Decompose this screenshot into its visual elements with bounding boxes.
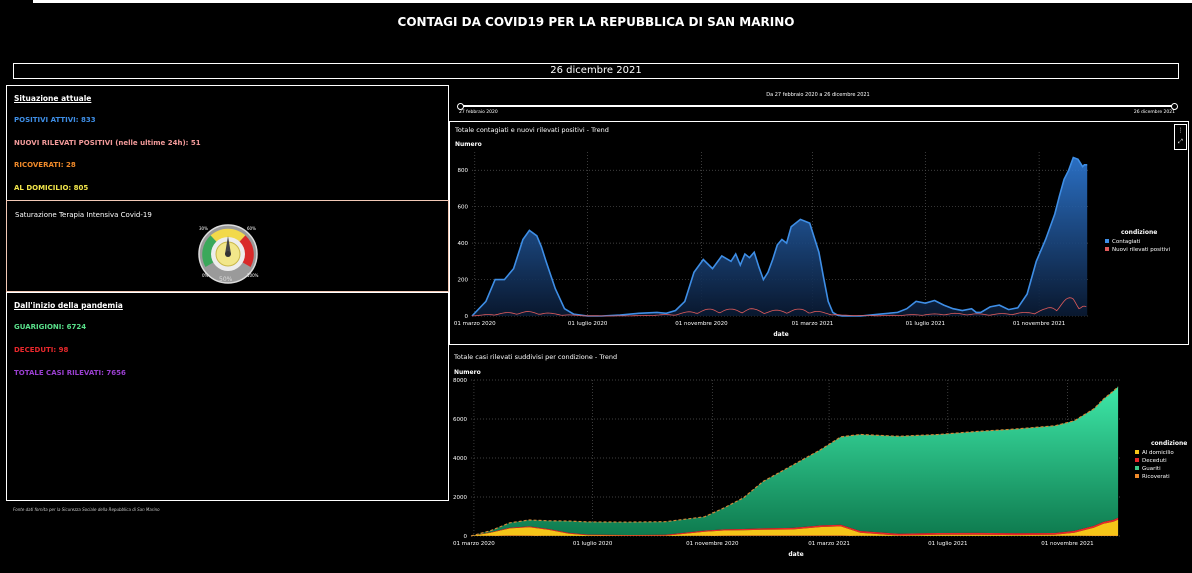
guariti-area — [471, 386, 1119, 536]
x-tick-label: 01 marzo 2020 — [453, 541, 495, 547]
range-start-handle[interactable] — [457, 103, 464, 110]
y-axis-label: Numero — [455, 141, 482, 148]
legend-label: Al domicilio — [1142, 450, 1174, 456]
legend-label-contagiati: Contagiati — [1112, 239, 1141, 245]
data-source-note: Fonte dati fornita per la Sicurezza Soci… — [13, 507, 160, 512]
legend-swatch — [1135, 458, 1139, 462]
range-end-label: 26 dicembre 2021 — [1133, 110, 1175, 115]
legend-swatch — [1135, 450, 1139, 454]
y-tick-label: 4000 — [453, 456, 467, 462]
nuovi-positivi-line — [471, 297, 1087, 317]
icu-gauge-panel: Saturazione Terapia Intensiva Covid-19 3… — [6, 200, 449, 292]
chart-title: Totale casi rilevati suddivisi per condi… — [453, 353, 617, 361]
legend-label: Ricoverati — [1142, 474, 1170, 480]
date-range-slider: Da 27 febbraio 2020 a 26 dicembre 2021 2… — [457, 92, 1178, 118]
range-start-label: 27 febbraio 2020 — [459, 110, 498, 115]
x-tick-label: 01 luglio 2020 — [568, 321, 608, 327]
chart-title: Totale contagiati e nuovi rilevati posit… — [454, 126, 609, 134]
y-tick-label: 400 — [458, 241, 469, 247]
icu-gauge — [198, 224, 258, 284]
al-domicilio-area — [471, 519, 1119, 536]
legend-label-nuovi: Nuovi rilevati positivi — [1112, 247, 1170, 253]
active-positives-stat: POSITIVI ATTIVI: 833 — [14, 116, 96, 124]
contagiati-area — [472, 157, 1088, 316]
gauge-tick-max: 100% — [247, 273, 259, 278]
chart-menu-button[interactable]: ⋮ ⤢ — [1174, 124, 1187, 150]
hospitalized-stat: RICOVERATI: 28 — [14, 161, 76, 169]
legend-swatch — [1135, 474, 1139, 478]
total-line — [470, 386, 1119, 537]
y-tick-label: 0 — [464, 534, 468, 540]
gauge-tick-min: 0% — [202, 273, 209, 278]
legend-label: Deceduti — [1142, 458, 1167, 464]
x-tick-label: 01 luglio 2021 — [906, 321, 945, 327]
condition-trend-chart: Totale casi rilevati suddivisi per condi… — [453, 353, 1187, 558]
y-tick-label: 800 — [458, 168, 469, 174]
gauge-tick-30: 30% — [199, 226, 208, 231]
since-start-panel: Dall'inizio della pandemia GUARIGIONI: 6… — [6, 292, 449, 501]
legend-title: condizione — [1121, 229, 1157, 236]
x-tick-label: 01 marzo 2020 — [454, 321, 496, 327]
top-border — [33, 0, 1192, 3]
x-tick-label: 01 novembre 2020 — [675, 321, 728, 327]
x-tick-label: 01 luglio 2021 — [928, 541, 967, 547]
gauge-tick-60: 60% — [247, 226, 256, 231]
range-track — [461, 105, 1175, 107]
legend-swatch-contagiati — [1105, 239, 1109, 243]
legend-label: Guariti — [1142, 466, 1161, 472]
new-positives-stat: NUOVI RILEVATI POSITIVI (nelle ultime 24… — [14, 139, 201, 147]
x-tick-label: 01 novembre 2020 — [686, 541, 739, 547]
x-axis-label: date — [788, 551, 803, 558]
legend-title: condizione — [1151, 440, 1187, 447]
recovered-stat: GUARIGIONI: 6724 — [14, 323, 87, 331]
chart1-container: Totale contagiati e nuovi rilevati posit… — [449, 121, 1189, 345]
gauge-value: 50% — [219, 276, 233, 283]
total-cases-stat: TOTALE CASI RILEVATI: 7656 — [14, 369, 126, 377]
y-tick-label: 6000 — [453, 417, 467, 423]
y-tick-label: 600 — [458, 205, 469, 211]
x-tick-label: 01 luglio 2020 — [573, 541, 613, 547]
contagiati-line — [471, 156, 1088, 317]
range-label: Da 27 febbraio 2020 a 26 dicembre 2021 — [766, 92, 870, 98]
range-end-handle[interactable] — [1171, 103, 1178, 110]
y-tick-label: 8000 — [453, 378, 467, 384]
y-tick-label: 2000 — [453, 495, 467, 501]
x-tick-label: 01 novembre 2021 — [1013, 321, 1065, 327]
gauge-needle — [225, 236, 231, 254]
gauge-title: Saturazione Terapia Intensiva Covid-19 — [15, 211, 152, 219]
y-tick-label: 200 — [458, 278, 469, 284]
since-start-title: Dall'inizio della pandemia — [14, 301, 123, 310]
y-tick-label: 0 — [465, 314, 469, 320]
x-tick-label: 01 marzo 2021 — [792, 321, 834, 327]
home-stat: AL DOMICILIO: 805 — [14, 184, 89, 192]
current-situation-title: Situazione attuale — [14, 94, 92, 103]
x-axis-label: date — [773, 331, 788, 338]
ricoverati-area — [471, 535, 1119, 536]
x-tick-label: 01 novembre 2021 — [1041, 541, 1093, 547]
deaths-stat: DECEDUTI: 98 — [14, 346, 69, 354]
y-axis-label: Numero — [454, 369, 481, 376]
legend-swatch — [1135, 466, 1139, 470]
x-tick-label: 01 marzo 2021 — [808, 541, 850, 547]
page-title: CONTAGI DA COVID19 PER LA REPUBBLICA DI … — [397, 15, 795, 29]
deceduti-area — [471, 517, 1119, 536]
legend-swatch-nuovi — [1105, 247, 1109, 251]
current-situation-panel: Situazione attuale POSITIVI ATTIVI: 833 … — [6, 85, 449, 201]
positives-trend-chart: Totale contagiati e nuovi rilevati posit… — [454, 126, 1171, 338]
chart2-container: Totale casi rilevati suddivisi per condi… — [449, 349, 1187, 564]
date-display: 26 dicembre 2021 — [13, 63, 1179, 79]
